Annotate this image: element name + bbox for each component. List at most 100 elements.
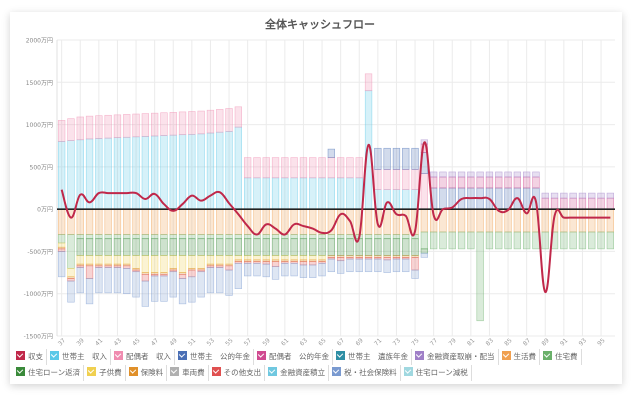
bar-segment bbox=[318, 234, 326, 240]
bar-segment bbox=[95, 138, 103, 210]
legend-item[interactable]: 配偶者 収入 bbox=[114, 349, 175, 365]
bar-segment bbox=[309, 264, 317, 278]
checkbox-icon[interactable] bbox=[16, 367, 25, 376]
bar-segment bbox=[560, 192, 568, 199]
bar-segment bbox=[271, 234, 280, 240]
bar-segment bbox=[197, 208, 205, 235]
bar-segment bbox=[364, 238, 373, 256]
bar-segment bbox=[188, 234, 196, 240]
bar-segment bbox=[132, 136, 140, 210]
bar-segment bbox=[374, 238, 382, 256]
legend-item[interactable]: 車両費 bbox=[170, 365, 209, 381]
bar-segment bbox=[67, 268, 75, 278]
checkbox-icon[interactable] bbox=[50, 351, 59, 360]
checkbox-icon[interactable] bbox=[128, 367, 138, 376]
checkbox-icon[interactable] bbox=[332, 367, 342, 376]
bar-segment bbox=[244, 234, 252, 240]
checkbox-icon[interactable] bbox=[336, 351, 345, 360]
checkbox-icon[interactable] bbox=[16, 351, 25, 360]
bar-segment bbox=[541, 208, 549, 233]
legend-label: 住宅費 bbox=[555, 352, 578, 361]
bar-segment bbox=[457, 208, 466, 233]
bar-segment bbox=[597, 197, 605, 210]
bar-segment bbox=[113, 255, 122, 265]
bar-segment bbox=[411, 147, 419, 170]
bar-segment bbox=[262, 208, 270, 235]
checkbox-icon[interactable] bbox=[87, 367, 97, 376]
legend-label: 配偶者 公的年金 bbox=[269, 352, 329, 361]
bar-segment bbox=[513, 208, 521, 233]
legend-item[interactable]: 世帯主 遺族年金 bbox=[336, 349, 412, 365]
bar-segment bbox=[225, 269, 233, 296]
bar-segment bbox=[504, 231, 512, 250]
bar-segment bbox=[85, 265, 94, 279]
legend-item[interactable]: 税・社会保険料 bbox=[332, 365, 401, 381]
legend-item[interactable]: 金融資産積立 bbox=[268, 365, 330, 381]
legend-item[interactable]: 世帯主 公的年金 bbox=[178, 349, 254, 365]
legend-item[interactable]: 住宅ローン返済 bbox=[16, 365, 85, 381]
bar-segment bbox=[476, 171, 484, 178]
bar-segment bbox=[290, 177, 298, 210]
legend-item[interactable]: 生活費 bbox=[501, 349, 540, 365]
checkbox-icon[interactable] bbox=[543, 351, 552, 360]
bar-segment bbox=[253, 177, 261, 210]
bar-segment bbox=[290, 255, 298, 261]
bar-segment bbox=[374, 258, 382, 273]
x-tick-label: 41 bbox=[94, 337, 104, 347]
bar-segment bbox=[541, 231, 549, 250]
x-tick-label: 87 bbox=[522, 337, 532, 347]
checkbox-icon[interactable] bbox=[170, 367, 180, 376]
bar-segment bbox=[346, 258, 354, 273]
legend-item[interactable]: その他支出 bbox=[211, 365, 266, 381]
bar-segment bbox=[216, 234, 224, 240]
bar-segment bbox=[244, 262, 252, 277]
bar-segment bbox=[123, 238, 131, 256]
checkbox-icon[interactable] bbox=[178, 351, 187, 360]
bar-segment bbox=[569, 192, 577, 199]
bar-segment bbox=[234, 106, 242, 128]
bar-segment bbox=[244, 255, 252, 261]
bar-segment bbox=[374, 147, 382, 170]
legend-item[interactable]: 保険料 bbox=[128, 365, 168, 381]
legend-item[interactable]: 収支 bbox=[16, 349, 47, 365]
bar-segment bbox=[578, 192, 587, 199]
bar-segment bbox=[504, 208, 512, 233]
checkbox-icon[interactable] bbox=[403, 367, 413, 376]
legend-item[interactable]: 金融資産取崩・配当 bbox=[415, 349, 499, 365]
checkbox-icon[interactable] bbox=[257, 351, 266, 360]
bar-segment bbox=[132, 238, 140, 256]
y-tick-label: 2000万円 bbox=[26, 38, 53, 45]
x-tick-label: 55 bbox=[224, 337, 234, 347]
bar-segment bbox=[95, 115, 103, 139]
checkbox-icon[interactable] bbox=[114, 351, 123, 360]
bar-segment bbox=[290, 208, 298, 235]
checkbox-icon[interactable] bbox=[211, 367, 221, 376]
legend-label: 住宅ローン減税 bbox=[415, 368, 468, 377]
bar-segment bbox=[225, 234, 233, 240]
legend-item[interactable]: 子供費 bbox=[87, 365, 126, 381]
bar-segment bbox=[327, 148, 335, 158]
bar-segment bbox=[495, 187, 503, 210]
legend-item[interactable]: 世帯主 収入 bbox=[50, 349, 111, 365]
bar-segment bbox=[327, 177, 335, 210]
bar-segment bbox=[67, 278, 75, 282]
bar-segment bbox=[402, 147, 410, 170]
legend-item[interactable]: 住宅ローン減税 bbox=[403, 365, 472, 381]
x-tick-label: 69 bbox=[354, 337, 364, 347]
bar-segment bbox=[430, 171, 438, 178]
legend-item[interactable]: 住宅費 bbox=[543, 349, 582, 365]
bar-segment bbox=[383, 259, 391, 273]
bar-segment bbox=[430, 231, 438, 250]
checkbox-icon[interactable] bbox=[501, 351, 511, 360]
bar-segment bbox=[67, 140, 75, 210]
bar-segment bbox=[58, 242, 66, 248]
checkbox-icon[interactable] bbox=[415, 351, 424, 360]
checkbox-icon[interactable] bbox=[268, 367, 278, 376]
bar-segment bbox=[178, 273, 187, 279]
bar-segment bbox=[299, 255, 308, 261]
bar-segment bbox=[169, 271, 177, 298]
legend-item[interactable]: 配偶者 公的年金 bbox=[257, 349, 333, 365]
bar-segment bbox=[541, 197, 549, 210]
bar-segment bbox=[216, 208, 224, 235]
bar-segment bbox=[569, 231, 577, 250]
